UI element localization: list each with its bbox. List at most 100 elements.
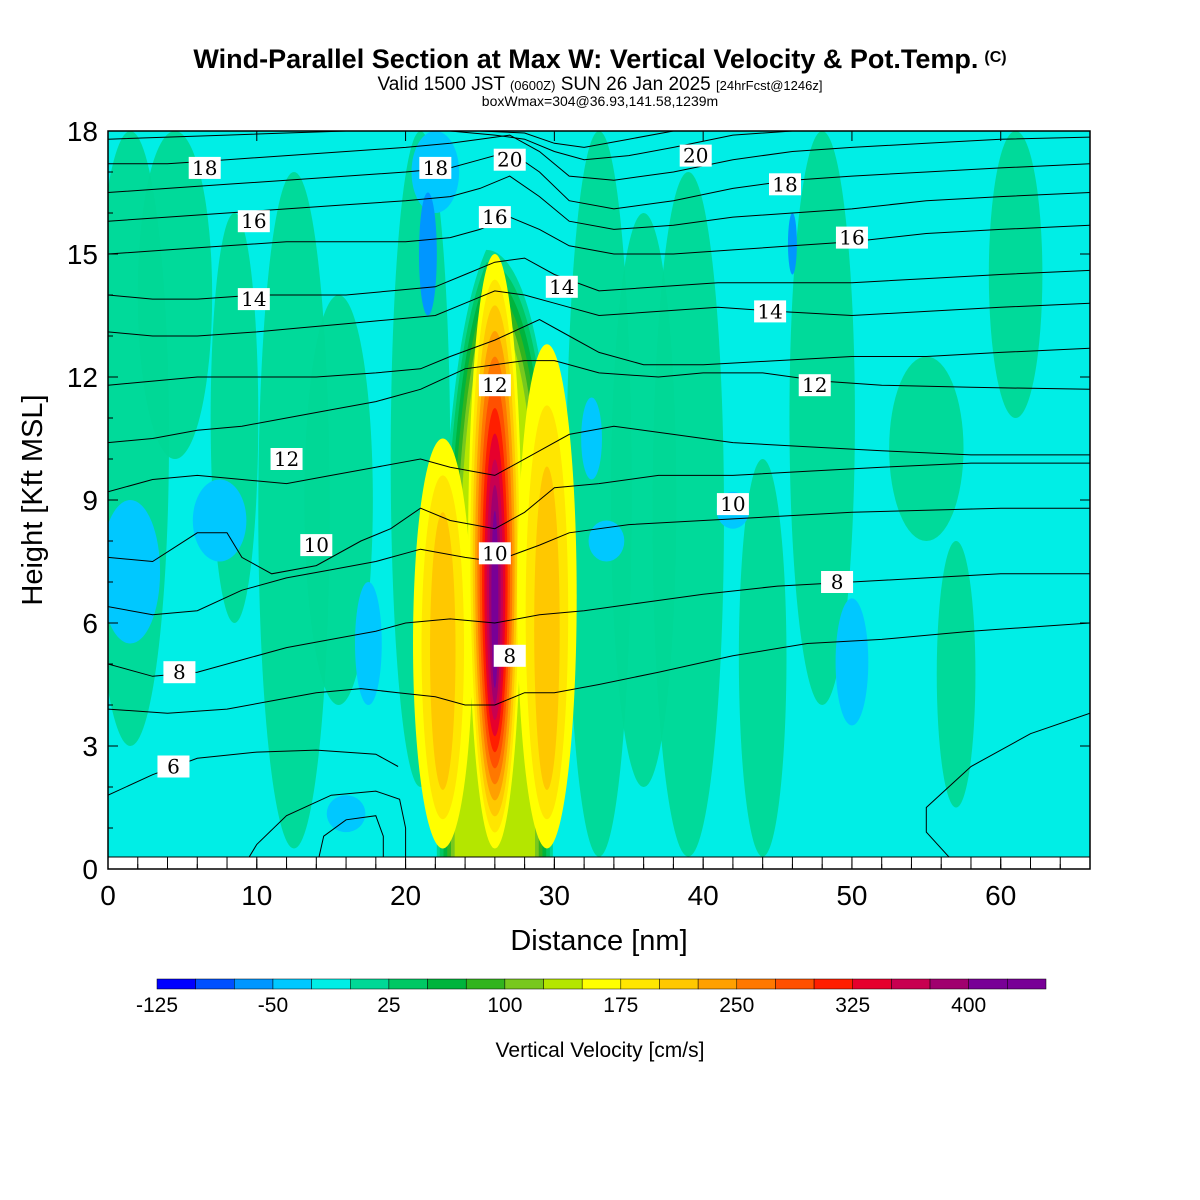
updraft-core-band [430, 512, 456, 790]
colorbar-bin [311, 978, 351, 990]
contour-label: 14 [545, 275, 578, 299]
contour-label-box [270, 448, 303, 470]
forecast-info: [24hrFcst@1246z] [716, 78, 823, 93]
contour-label: 10 [716, 492, 749, 516]
contour-label-text: 8 [831, 570, 844, 594]
contour-label-text: 12 [274, 447, 299, 471]
contour-label: 16 [237, 209, 270, 233]
colorbar-bin [272, 978, 312, 990]
colorbar-bin [195, 978, 235, 990]
contour-label: 16 [835, 226, 868, 250]
isentrope-line [108, 622, 1090, 714]
weak-updraft-region [258, 172, 330, 849]
weak-updraft-region [652, 171, 724, 857]
contour-label-box [300, 534, 333, 557]
contour-label: 16 [478, 205, 511, 229]
contour-label: 18 [768, 172, 801, 196]
contour-label-text: 8 [173, 660, 186, 684]
contour-label-text: 12 [482, 373, 507, 397]
isentrope-line [108, 150, 1090, 210]
downdraft-region [835, 598, 869, 726]
contour-label-text: 18 [192, 156, 217, 180]
downdraft-region [418, 192, 437, 316]
y-axis-label: Height [Kft MSL] [17, 394, 49, 605]
chart-title-text: Wind-Parallel Section at Max W: Vertical… [193, 44, 979, 74]
downdraft-region [787, 213, 797, 275]
y-tick-label: 18 [67, 116, 98, 147]
y-tick-label: 0 [82, 854, 98, 885]
weak-updraft-region [566, 131, 632, 857]
contour-label: 8 [163, 660, 196, 684]
y-tick-label: 6 [82, 608, 98, 639]
colorbar-tick-label: 175 [603, 994, 638, 1017]
contour-label: 14 [754, 299, 787, 323]
isentrope-line [108, 290, 1090, 337]
colorbar-bin [350, 978, 390, 990]
colorbar-bin [813, 978, 853, 990]
contour-label-text: 14 [757, 299, 782, 323]
contour-label: 8 [821, 570, 854, 594]
contour-label-text: 10 [720, 492, 745, 516]
valid-time-utc: (0600Z) [509, 78, 556, 93]
lower-contour-line [241, 790, 407, 869]
contour-label: 12 [270, 447, 303, 471]
contour-label-box [768, 173, 801, 196]
contour-label-text: 16 [839, 226, 864, 250]
x-tick-label: 20 [390, 880, 421, 911]
downdraft-region [581, 397, 602, 480]
contour-label-box [188, 156, 221, 179]
downdraft-region [354, 582, 382, 705]
contour-label-text: 18 [772, 172, 797, 196]
colorbar-tick-label: 250 [719, 994, 754, 1017]
colorbar-tick-label: 25 [377, 994, 400, 1017]
colorbar-bin [234, 978, 274, 990]
contour-label-box [679, 144, 712, 167]
colorbar-bin [543, 978, 583, 990]
y-tick-label: 15 [67, 239, 98, 270]
weak-updraft-region [889, 356, 964, 541]
colorbar-tick-label: -125 [136, 994, 178, 1017]
x-tick-label: 40 [688, 880, 719, 911]
colorbar-bin [697, 978, 738, 990]
y-tick-label: 3 [82, 731, 98, 762]
x-tick-label: 60 [985, 880, 1016, 911]
isentrope-line [108, 175, 1090, 230]
contour-label-box [493, 644, 526, 667]
weak-updraft-region [936, 541, 976, 808]
colorbar-bin [156, 978, 196, 990]
contour-label: 12 [798, 373, 831, 397]
contour-label-box [478, 374, 511, 397]
x-tick-label: 50 [836, 880, 867, 911]
colorbar-tick-label: 325 [835, 994, 870, 1017]
colorbar-bin [929, 978, 969, 990]
weak-updraft-region [789, 131, 855, 705]
contour-label-text: 20 [683, 144, 708, 168]
colorbar-tick-label: -50 [258, 994, 288, 1017]
colorbar-bin [1007, 978, 1047, 990]
box-wmax-info: boxWmax=304@36.93,141.58,1239m [481, 93, 719, 109]
downdraft-region [108, 500, 161, 644]
isentrope-line [108, 425, 1090, 493]
valid-time: Valid 1500 JST [377, 74, 505, 95]
colorbar-bin [736, 978, 776, 990]
contour-label-text: 6 [167, 755, 180, 779]
isentrope-line [435, 131, 674, 148]
copyright-mark: (C) [984, 49, 1007, 66]
contour-label-box [545, 275, 578, 298]
x-axis-label: Distance [nm] [510, 925, 687, 957]
contour-label: 10 [300, 533, 333, 557]
isentrope-line [108, 319, 1090, 386]
contour-label-box [478, 206, 511, 229]
colorbar-bin [891, 978, 931, 990]
contour-label-box [157, 755, 190, 778]
contour-label: 6 [157, 755, 190, 779]
colorbar-bin [852, 978, 892, 990]
isentrope-line [108, 134, 1090, 181]
contour-label-box [478, 542, 511, 565]
contour-label-box [821, 571, 854, 593]
downdraft-region [588, 520, 625, 562]
contour-label-box [835, 226, 868, 249]
contour-label: 10 [478, 541, 511, 565]
